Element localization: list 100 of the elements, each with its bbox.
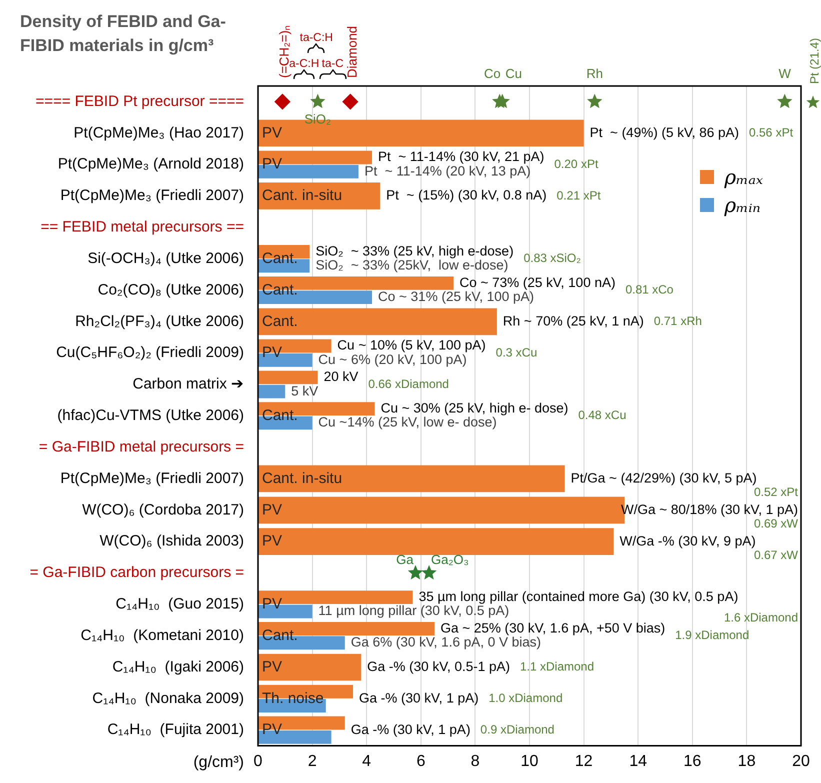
y-tick-label: Co₂(CO)₈ (Utke 2006) [98, 281, 244, 298]
series-label: Ga₂O₃ [431, 552, 469, 567]
annotation: Ga -% (30 kV, 0.5-1 pA) [367, 658, 510, 674]
text: ta-C:H [300, 32, 333, 44]
annotation: 5 kV [291, 383, 318, 398]
annotation: Cu ~14% (25 kV, low e- dose) [318, 414, 497, 430]
legend-label: ρₘₐₓ [724, 165, 763, 189]
y-tick-label: Carbon matrix ➔ [132, 376, 244, 393]
y-tick-label: Pt(CpMe)Me₃ (Friedli 2007) [60, 470, 244, 487]
chart-title: Density of FEBID and Ga-FIBID materials in g/cm³ [20, 11, 227, 57]
x-tick-label: 12 [574, 752, 593, 770]
x-tick-label: 16 [684, 752, 702, 770]
bar [258, 384, 286, 398]
annotation: 0.56 xPt [749, 125, 794, 140]
x-tick-label: 18 [738, 752, 756, 770]
point [421, 564, 437, 580]
text: a-C:H [289, 58, 320, 70]
point [310, 94, 326, 108]
y-tick-label: = Ga-FIBID carbon precursors = [30, 564, 244, 582]
series-label: Cu [505, 66, 522, 81]
annotation: PV [262, 658, 282, 676]
y-tick-label: = Ga-FIBID metal precursors = [38, 438, 244, 456]
annotation: 0.52 xPt [754, 485, 799, 500]
annotation: 0.67 xW [754, 548, 799, 562]
annotation: Cant. [262, 281, 298, 298]
annotation: 1.1 xDiamond [520, 660, 594, 674]
y-tick-label: Pt(CpMe)Me₃ (Hao 2017) [74, 124, 244, 142]
annotation: Rh ~ 70% (25 kV, 1 nA) [502, 313, 644, 328]
annotation: 0.48 xCu [578, 408, 626, 422]
annotation: PV [262, 721, 282, 738]
annotation: SiO₂ ~ 33% (25kV, low e-dose) [316, 258, 508, 273]
text: Pt (21.4) [807, 38, 821, 84]
annotation: Pt ~ 11-14% (30 kV, 21 pA) [378, 149, 544, 164]
y-tick-label: C₁₄H₁₀ (Nonaka 2009) [92, 690, 244, 707]
y-tick-label: Si(-OCH₃)₄ (Utke 2006) [88, 250, 244, 267]
x-tick-label: 0 [254, 752, 263, 770]
annotation: Cant. in-situ [262, 187, 342, 204]
annotation: PV [262, 532, 282, 550]
y-tick-label: Rh₂Cl₂(PF₃)₄ (Utke 2006) [75, 312, 244, 330]
y-tick-label: C₁₄H₁₀ (Guo 2015) [116, 596, 244, 613]
annotation: Co ~ 31% (25 kV, 100 pA) [378, 289, 534, 304]
annotation: 1.6 xDiamond [724, 610, 798, 625]
legend-label: ρₘᵢₙ [724, 193, 761, 217]
annotation: Ga 6% (30 kV, 1.6 pA, 0 V bias) [350, 634, 541, 650]
annotation: Co ~ 73% (25 kV, 100 nA) [459, 274, 616, 290]
point [408, 564, 424, 580]
annotation: 0.83 xSiO₂ [524, 251, 582, 266]
annotation: Ga ~ 25% (30 kV, 1.6 pA, +50 V bias) [440, 620, 666, 636]
y-tick-label: C₁₄H₁₀ (Igaki 2006) [112, 658, 244, 676]
series-label: W [778, 66, 792, 81]
annotation: SiO₂ ~ 33% (25 kV, high e-dose) [316, 243, 514, 258]
annotation: Ga -% (30 kV, 1 pA) [359, 690, 479, 706]
series-label: Ga [396, 552, 414, 567]
bar [258, 370, 318, 384]
x-tick-label: 14 [629, 752, 648, 770]
x-tick-label: 8 [470, 752, 480, 770]
annotation: 1.0 xDiamond [488, 690, 563, 705]
annotation: PV [262, 501, 282, 518]
x-axis-title: (g/cm³) [193, 754, 244, 772]
annotation: 20 kV [324, 369, 358, 384]
y-tick-label: ==== FEBID Pt precursor ==== [36, 92, 244, 110]
y-tick-label: Pt(CpMe)Me₃ (Friedli 2007) [60, 187, 244, 204]
annotation: Cu ~ 10% (5 kV, 100 pA) [337, 338, 486, 353]
y-tick-label: C₁₄H₁₀ (Fujita 2001) [107, 721, 244, 738]
annotation: 0.3 xCu [496, 345, 538, 360]
annotation: 1.9 xDiamond [675, 628, 750, 642]
y-tick-label: Pt(CpMe)Me₃ (Arnold 2018) [58, 156, 244, 173]
annotation: Pt ~ 11-14% (20 kV, 13 pA) [364, 163, 531, 178]
x-tick-label: 10 [520, 752, 538, 770]
y-tick-label: W(CO)₆ (Ishida 2003) [100, 532, 244, 550]
x-tick-label: 2 [308, 752, 317, 770]
annotation: 0.21 xPt [556, 188, 602, 202]
point [587, 94, 602, 108]
annotation: 0.69 xW [754, 516, 799, 530]
annotation: 0.9 xDiamond [480, 722, 554, 736]
annotation: Cant. [262, 626, 298, 644]
annotation: 0.71 xRh [654, 314, 702, 328]
x-tick-label: 4 [362, 752, 372, 770]
annotation: Pt/Ga ~ (42/29%) (30 kV, 5 pA) [570, 470, 757, 486]
annotation: Th. noise [262, 690, 324, 707]
series-label: Rh [586, 66, 603, 81]
annotation: W/Ga -% (30 kV, 9 pA) [620, 533, 756, 548]
series-label: Co [484, 66, 501, 81]
text: ta-C [322, 58, 344, 70]
annotation: Cant. in-situ [262, 470, 342, 487]
annotation: Pt ~ (49%) (5 kV, 86 pA) [590, 124, 740, 140]
y-tick-label: C₁₄H₁₀ (Kometani 2010) [80, 626, 244, 644]
point [274, 94, 290, 110]
text: Diamond [344, 26, 360, 78]
annotation: PV [262, 124, 282, 142]
annotation: Ga -% (30 kV, 1 pA) [350, 722, 470, 737]
annotation: PV [262, 344, 282, 362]
point [777, 94, 792, 108]
text: (=CH₂=)ₙ [276, 25, 292, 78]
annotation: PV [262, 156, 282, 173]
y-tick-label: Cu(C₅HF₆O₂)₂ (Friedli 2009) [56, 344, 244, 362]
y-tick-label: (hfac)Cu-VTMS (Utke 2006) [57, 407, 244, 424]
annotation: Cu ~ 30% (25 kV, high e- dose) [380, 400, 568, 416]
annotation: Cu ~ 6% (20 kV, 100 pA) [318, 352, 467, 367]
x-tick-label: 20 [792, 752, 810, 770]
